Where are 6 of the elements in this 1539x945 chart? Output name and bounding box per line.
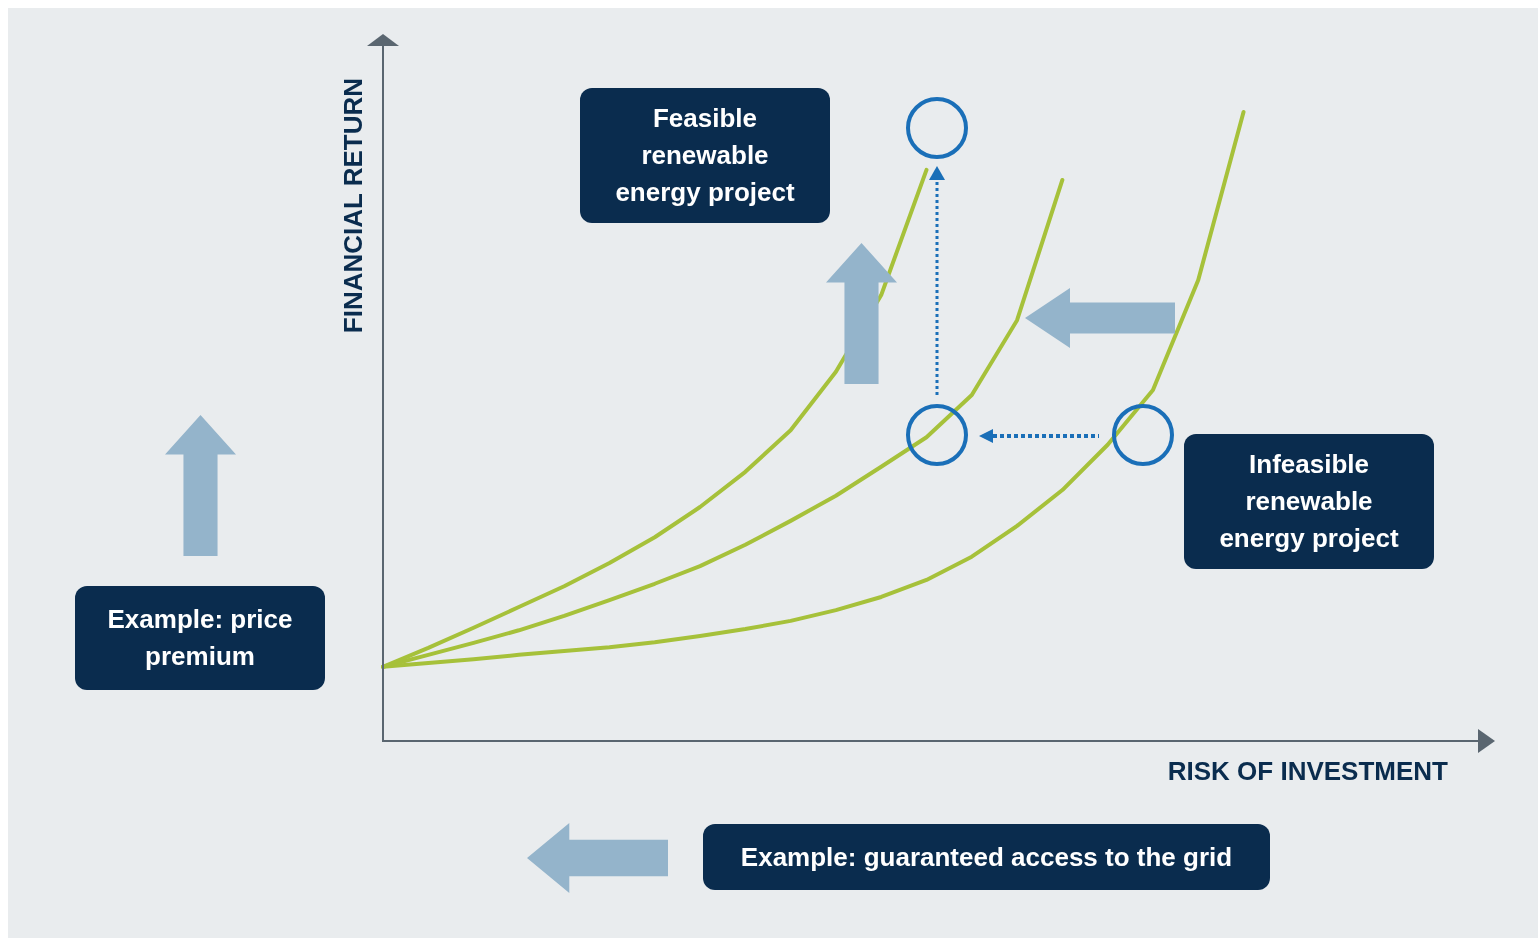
text: Example: price premium — [75, 586, 325, 690]
annotation: Feasible renewable energy project — [580, 88, 830, 223]
x-axis-title: RISK OF INVESTMENT — [1167, 756, 1449, 787]
annotation: Infeasible renewable energy project — [1184, 434, 1434, 569]
y-axis-title: FINANCIAL RETURN — [338, 78, 369, 334]
text: Example: guaranteed access to the grid — [703, 824, 1270, 890]
